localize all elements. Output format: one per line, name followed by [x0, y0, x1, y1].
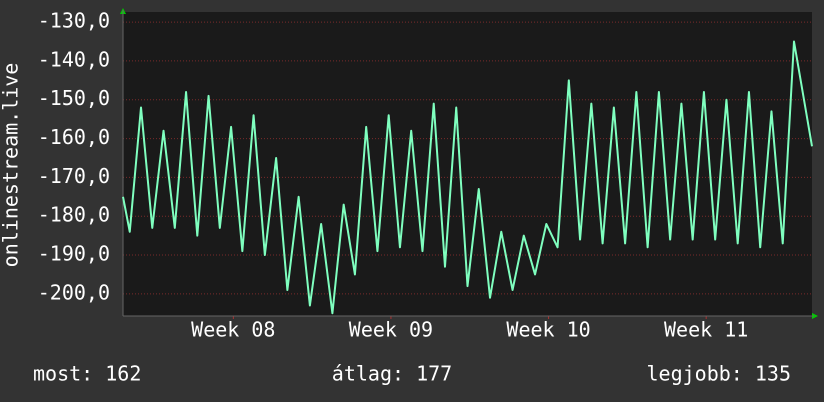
plot-area [123, 12, 812, 316]
y-tick-label: -170,0 [38, 164, 110, 188]
footer-stat: átlag: 177 [332, 362, 452, 386]
axis-arrow [812, 313, 818, 319]
x-tick-label: Week 08 [191, 318, 275, 342]
y-tick-label: -180,0 [38, 203, 110, 227]
y-tick-label: -200,0 [38, 280, 110, 304]
x-tick-label: Week 09 [349, 318, 433, 342]
line-series [122, 40, 813, 315]
x-tick-label: Week 11 [664, 318, 748, 342]
y-axis-label: onlinestream.live [0, 63, 23, 268]
footer-stat: legjobb: 135 [647, 362, 792, 386]
x-tick-label: Week 10 [506, 318, 590, 342]
y-tick-label: -190,0 [38, 242, 110, 266]
y-tick-label: -140,0 [38, 47, 110, 71]
y-tick-label: -160,0 [38, 125, 110, 149]
y-tick-label: -150,0 [38, 86, 110, 110]
footer-stat: most: 162 [33, 362, 141, 386]
y-tick-label: -130,0 [38, 9, 110, 33]
